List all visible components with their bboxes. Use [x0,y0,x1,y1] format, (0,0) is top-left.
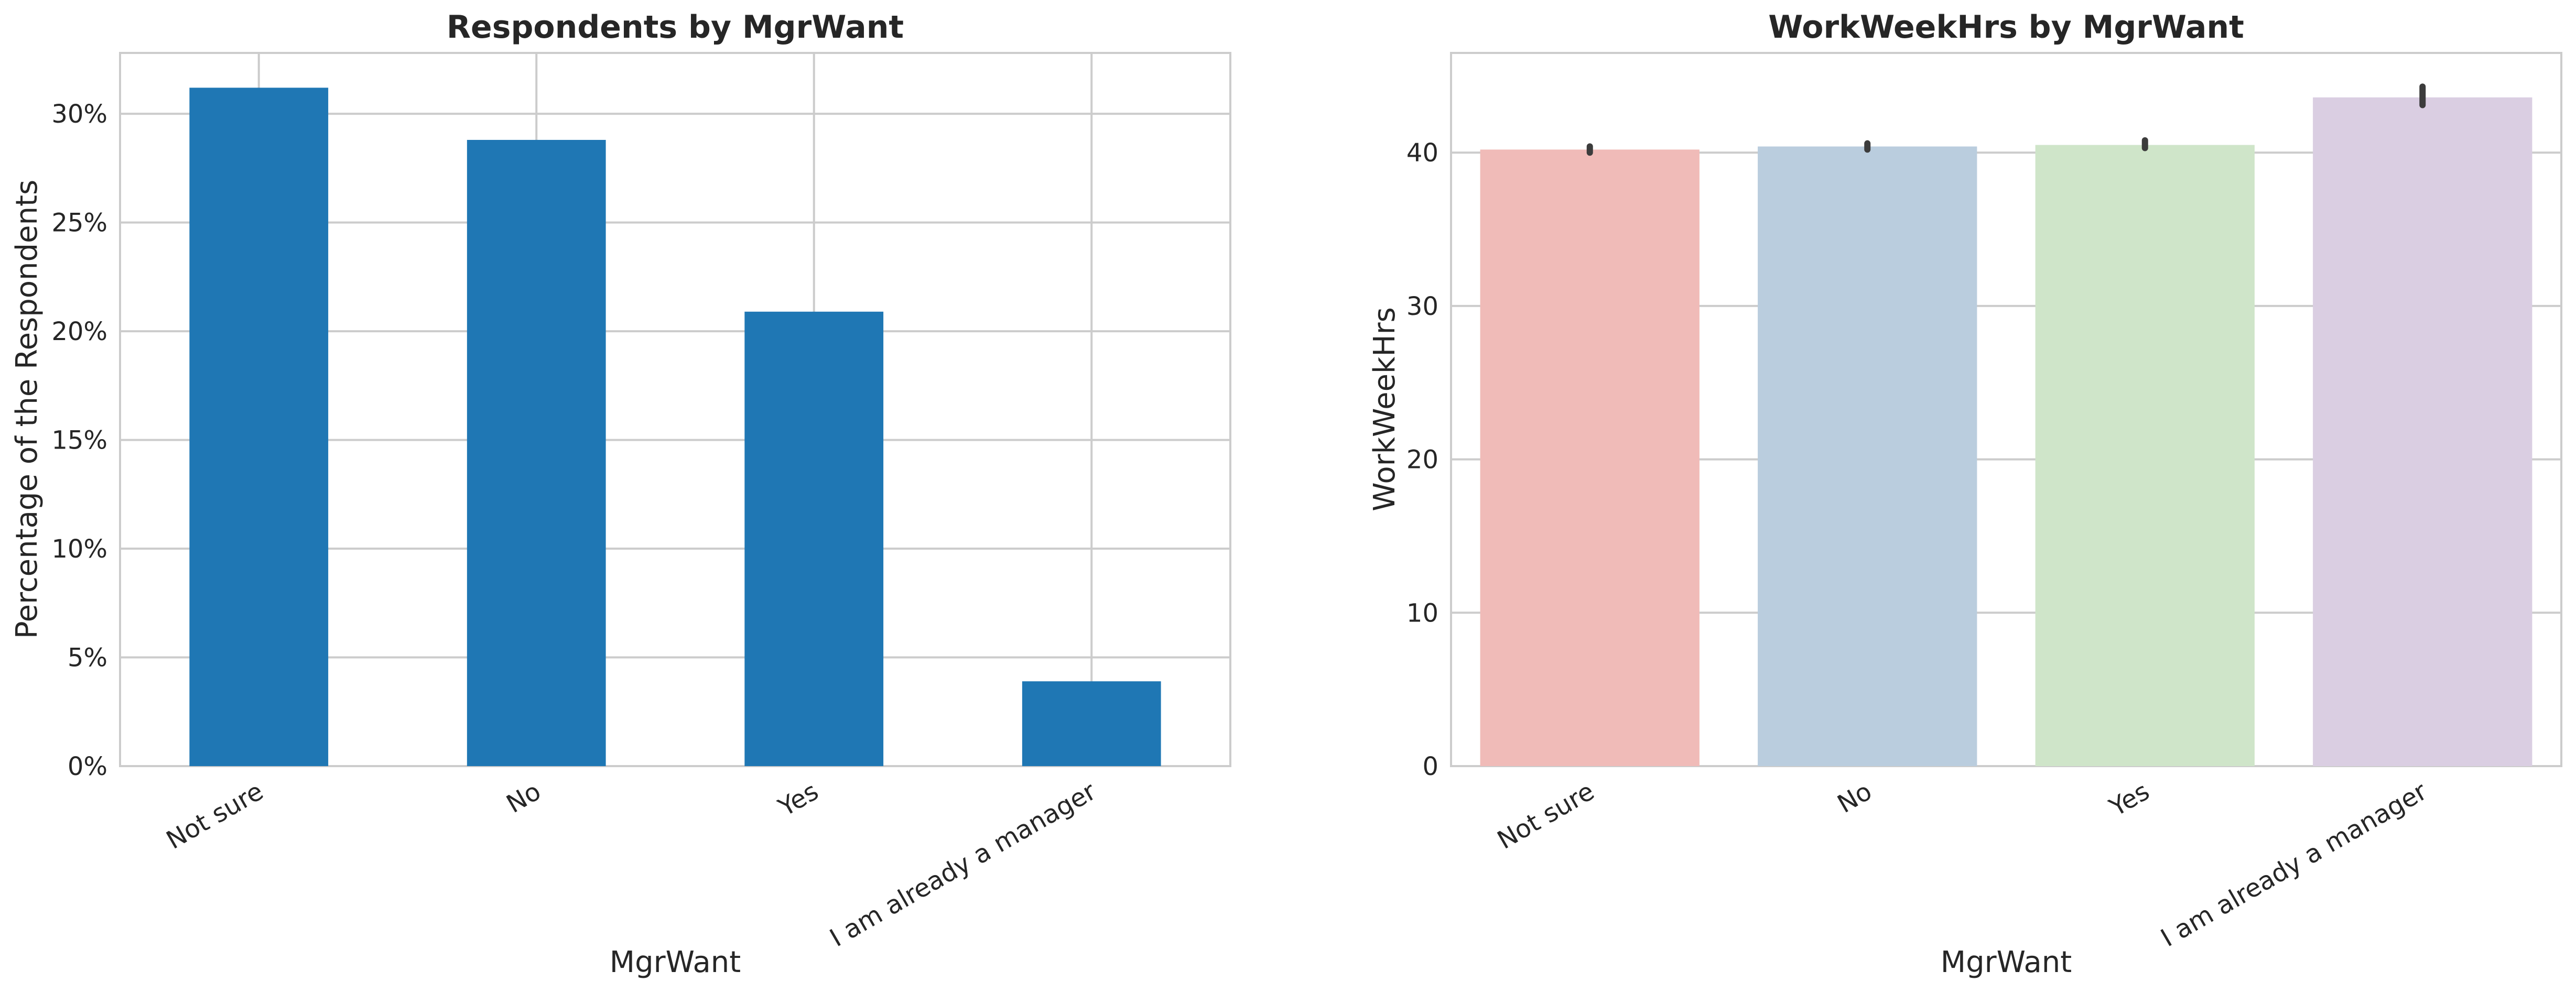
bar-right [1480,149,1700,766]
y-tick-label: 30 [1406,292,1438,321]
bar-right [2035,145,2255,766]
y-tick-label: 15% [51,426,107,455]
y-tick-label: 0 [1422,752,1438,781]
error-bars-right [1586,83,2426,156]
y-tick-label: 0% [68,752,107,781]
bar-left [189,88,329,766]
y-ticks-left: 0% 5% 10% 15% 20% 25% 30% [51,100,107,781]
y-tick-label: 10 [1406,598,1438,628]
y-tick-label: 30% [51,100,107,129]
y-tick-label: 20 [1406,445,1438,475]
x-tick-label: No [502,777,546,819]
bar-left [1022,681,1161,766]
bar-left [467,139,606,767]
bars-left [189,88,1161,767]
y-tick-label: 10% [51,534,107,564]
x-tick-label: Not sure [1492,777,1599,855]
x-ticks-right: Not sure No Yes I am already a manager [1492,777,2432,953]
x-axis-label-left: MgrWant [610,945,741,979]
y-axis-label-right: WorkWeekHrs [1368,307,1402,511]
x-tick-label: Not sure [161,777,268,855]
bar-left [744,311,884,766]
x-tick-label: Yes [2104,777,2155,823]
bar-right [1758,146,1977,766]
y-ticks-right: 0 10 20 30 40 [1406,138,1438,781]
chart-title-left: Respondents by MgrWant [447,9,904,46]
x-tick-label: I am already a manager [825,777,1101,953]
plot-frame-right [1450,52,2562,767]
x-tick-label: Yes [773,777,824,823]
chart-workweekhrs-by-mgrwant: 0 10 20 30 40 Not sure No Yes I am already a ma… [1368,9,2562,979]
x-tick-label: I am already a manager [2156,777,2432,953]
y-axis-label-left: Percentage of the Respondents [10,180,44,639]
bars-right [1480,97,2532,767]
chart-respondents-by-mgrwant: 0% 5% 10% 15% 20% 25% 30% Not sure No Yes I am al… [10,9,1231,979]
chart-title-right: WorkWeekHrs by MgrWant [1768,9,2244,46]
bar-right [2313,97,2532,767]
y-tick-label: 25% [51,209,107,238]
y-tick-label: 40 [1406,138,1438,168]
y-tick-label: 5% [68,643,107,673]
x-tick-label: No [1833,777,1877,819]
x-axis-label-right: MgrWant [1941,945,2072,979]
x-ticks-left: Not sure No Yes I am already a manager [161,777,1101,953]
plot-frame-left [119,52,1231,767]
y-tick-label: 20% [51,317,107,346]
